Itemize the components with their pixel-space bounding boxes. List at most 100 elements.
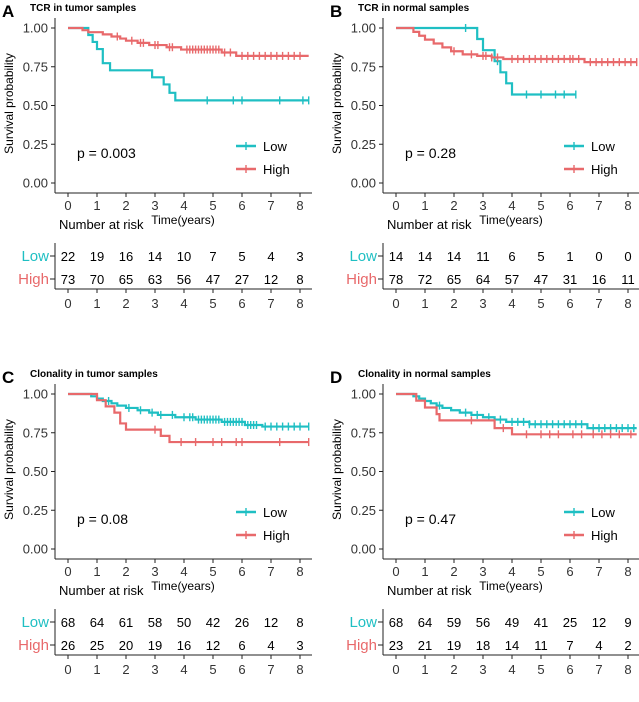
x-tick-label: 3 (479, 564, 486, 579)
x-tick-label: 5 (209, 564, 216, 579)
risk-row-label-low: Low (349, 614, 377, 631)
x-tick-label: 7 (267, 564, 274, 579)
risk-table-title: Number at risk (59, 583, 144, 598)
x-tick-label: 7 (595, 198, 602, 213)
risk-value: 14 (505, 638, 519, 653)
km-curve-low (68, 392, 309, 428)
risk-value: 72 (418, 272, 432, 287)
x-tick-label: 2 (122, 198, 129, 213)
legend-label-low: Low (263, 505, 287, 520)
x-tick-label: 6 (566, 198, 573, 213)
panel-letter: C (2, 368, 14, 387)
y-axis-label: Survival probability (330, 53, 344, 154)
y-tick-label: 0.50 (23, 464, 48, 479)
x-tick-label: 4 (508, 564, 515, 579)
risk-value: 19 (90, 249, 104, 264)
x-tick-label: 1 (93, 198, 100, 213)
p-value: p = 0.47 (405, 511, 456, 527)
p-value: p = 0.003 (77, 145, 136, 161)
risk-value: 12 (206, 638, 220, 653)
risk-x-tick-label: 2 (450, 662, 457, 677)
y-tick-label: 0.50 (23, 98, 48, 113)
risk-value: 4 (595, 638, 602, 653)
x-tick-label: 5 (209, 198, 216, 213)
risk-value: 59 (447, 615, 461, 630)
risk-value: 2 (624, 638, 631, 653)
x-tick-label: 1 (421, 198, 428, 213)
panel-c: C Clonality in tumor samples Survival prob… (2, 368, 312, 677)
risk-value: 1 (566, 249, 573, 264)
risk-value: 26 (235, 615, 249, 630)
risk-value: 0 (624, 249, 631, 264)
x-tick-label: 0 (64, 198, 71, 213)
risk-x-tick-label: 2 (122, 296, 129, 311)
risk-value: 9 (624, 615, 631, 630)
x-tick-label: 2 (122, 564, 129, 579)
risk-value: 12 (264, 615, 278, 630)
y-tick-label: 1.00 (23, 21, 48, 36)
km-curve-low (396, 26, 576, 96)
y-tick-label: 0.25 (351, 503, 376, 518)
risk-value: 8 (296, 272, 303, 287)
risk-value: 68 (61, 615, 75, 630)
risk-value: 7 (566, 638, 573, 653)
risk-value: 25 (90, 638, 104, 653)
risk-x-tick-label: 4 (508, 296, 515, 311)
risk-value: 47 (206, 272, 220, 287)
x-tick-label: 4 (508, 198, 515, 213)
km-curve-high (68, 26, 309, 57)
risk-table-title: Number at risk (387, 583, 472, 598)
y-tick-label: 0.75 (351, 425, 376, 440)
panel-letter: A (2, 2, 14, 21)
risk-x-tick-label: 0 (64, 662, 71, 677)
risk-value: 23 (389, 638, 403, 653)
risk-x-tick-label: 1 (421, 662, 428, 677)
risk-x-tick-label: 7 (267, 662, 274, 677)
panel-letter: D (330, 368, 342, 387)
x-tick-label: 6 (238, 198, 245, 213)
km-curve-low (68, 26, 309, 102)
risk-row-label-high: High (346, 271, 377, 288)
panel-title: Clonality in normal samples (358, 369, 491, 380)
y-tick-label: 0.50 (351, 98, 376, 113)
risk-x-tick-label: 5 (537, 296, 544, 311)
y-tick-label: 0.25 (351, 137, 376, 152)
risk-value: 47 (534, 272, 548, 287)
risk-value: 61 (119, 615, 133, 630)
legend-label-high: High (263, 528, 290, 543)
risk-x-tick-label: 8 (624, 296, 631, 311)
risk-value: 25 (563, 615, 577, 630)
y-tick-label: 0.25 (23, 503, 48, 518)
panel-d: D Clonality in normal samples Survival pro… (330, 368, 639, 677)
risk-value: 14 (447, 249, 461, 264)
x-tick-label: 3 (151, 198, 158, 213)
panel-letter: B (330, 2, 342, 21)
panel-title: TCR in tumor samples (30, 3, 137, 14)
risk-value: 14 (389, 249, 403, 264)
panel-title: TCR in normal samples (358, 3, 470, 14)
x-tick-label: 5 (537, 198, 544, 213)
risk-value: 14 (148, 249, 162, 264)
risk-value: 16 (119, 249, 133, 264)
risk-value: 11 (534, 638, 548, 653)
y-tick-label: 1.00 (351, 387, 376, 402)
y-tick-label: 0.75 (23, 425, 48, 440)
risk-x-tick-label: 8 (296, 296, 303, 311)
risk-value: 65 (447, 272, 461, 287)
x-tick-label: 2 (450, 198, 457, 213)
x-tick-label: 4 (180, 564, 187, 579)
risk-x-tick-label: 4 (508, 662, 515, 677)
risk-value: 6 (238, 638, 245, 653)
x-tick-label: 6 (238, 564, 245, 579)
y-tick-label: 0.00 (351, 542, 376, 557)
y-axis-label: Survival probability (2, 53, 16, 154)
x-tick-label: 8 (624, 564, 631, 579)
risk-value: 18 (476, 638, 490, 653)
risk-value: 49 (505, 615, 519, 630)
risk-value: 14 (418, 249, 432, 264)
risk-x-tick-label: 8 (296, 662, 303, 677)
risk-row-label-low: Low (349, 248, 377, 265)
x-tick-label: 2 (450, 564, 457, 579)
risk-x-tick-label: 6 (238, 662, 245, 677)
x-tick-label: 7 (595, 564, 602, 579)
